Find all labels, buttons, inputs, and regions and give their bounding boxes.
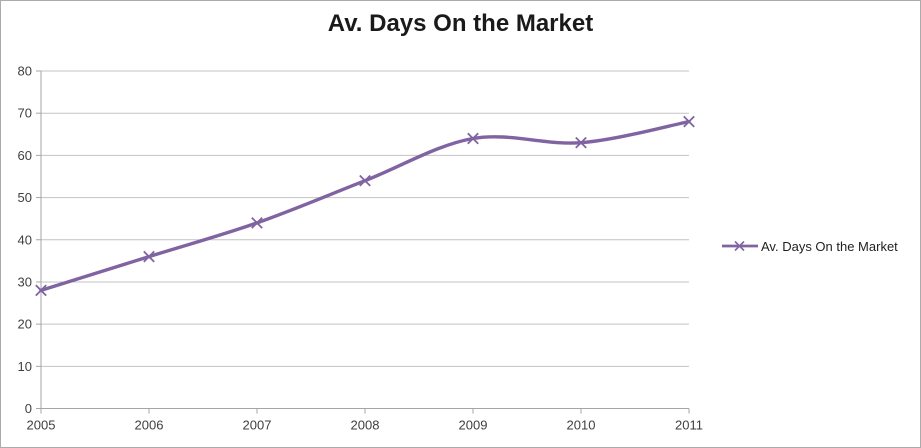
y-tick-label: 0	[25, 401, 32, 416]
series-line[interactable]	[39, 119, 691, 293]
x-tick-label: 2009	[459, 418, 488, 433]
data-point-marker[interactable]	[143, 250, 155, 263]
x-tick-label: 2010	[567, 418, 596, 433]
y-tick-label: 10	[18, 359, 32, 374]
legend-line-marker-icon	[722, 240, 758, 252]
x-tick-label: 2008	[351, 418, 380, 433]
y-tick-label: 80	[18, 64, 32, 79]
data-point-marker[interactable]	[35, 284, 47, 297]
data-point-marker[interactable]	[467, 132, 479, 145]
x-tick-label: 2007	[243, 418, 272, 433]
y-tick-label: 40	[18, 232, 32, 247]
chart-title: Av. Days On the Market	[327, 10, 594, 37]
data-point-marker[interactable]	[683, 115, 695, 128]
data-point-marker[interactable]	[575, 136, 587, 149]
y-tick-label: 30	[18, 274, 32, 289]
x-tick-label: 2011	[675, 418, 703, 433]
legend[interactable]: Av. Days On the Market	[721, 234, 898, 258]
y-tick-label: 20	[18, 317, 32, 332]
y-tick-label: 60	[18, 148, 32, 163]
y-tick-label: 70	[18, 106, 32, 121]
x-tick-label: 2005	[27, 418, 56, 433]
legend-marker-shape	[734, 240, 745, 252]
legend-label: Av. Days On the Market	[761, 238, 898, 254]
y-tick-label: 50	[18, 190, 32, 205]
data-point-marker[interactable]	[251, 217, 263, 229]
x-tick-label: 2006	[135, 418, 164, 433]
data-point-marker[interactable]	[359, 174, 371, 187]
